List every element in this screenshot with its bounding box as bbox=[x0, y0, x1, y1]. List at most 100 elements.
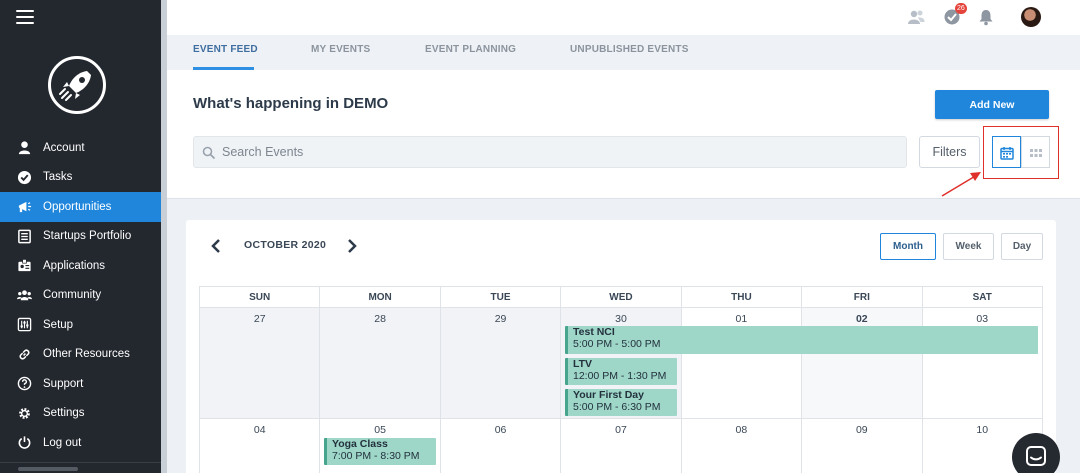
notification-count-badge: 26 bbox=[955, 3, 967, 14]
chat-icon bbox=[1026, 446, 1046, 466]
view-day-button[interactable]: Day bbox=[1001, 233, 1043, 260]
annotation-arrow-icon bbox=[941, 172, 981, 197]
event-title: LTV bbox=[573, 358, 593, 370]
sidebar-item-startups-portfolio[interactable]: Startups Portfolio bbox=[0, 222, 161, 252]
sidebar-nav: Account Tasks Opportunities Startups Por… bbox=[0, 133, 161, 458]
view-month-button[interactable]: Month bbox=[880, 233, 936, 260]
gear-icon bbox=[16, 405, 32, 421]
grid-view-button[interactable] bbox=[1021, 136, 1050, 168]
weekday-label: TUE bbox=[441, 287, 562, 307]
day-number: 27 bbox=[253, 313, 266, 325]
event-time: 5:00 PM - 5:00 PM bbox=[573, 337, 661, 350]
chevron-right-icon[interactable] bbox=[342, 237, 360, 255]
weekday-label: WED bbox=[561, 287, 682, 307]
calendar-day[interactable]: 28 bbox=[320, 308, 441, 418]
calendar-day[interactable]: 07 bbox=[561, 419, 682, 473]
day-number: 01 bbox=[735, 313, 748, 325]
bell-icon[interactable] bbox=[977, 8, 995, 26]
calendar-day[interactable]: 01 bbox=[682, 308, 803, 418]
sidebar-item-settings[interactable]: Settings bbox=[0, 399, 161, 429]
calendar-day[interactable]: 05 bbox=[320, 419, 441, 473]
grid-icon bbox=[1030, 149, 1042, 157]
calendar-event[interactable]: Test NCI 5:00 PM - 5:00 PM bbox=[565, 326, 1038, 354]
calendar-event[interactable]: Yoga Class 7:00 PM - 8:30 PM bbox=[324, 438, 436, 465]
sidebar-item-label: Opportunities bbox=[43, 200, 112, 213]
calendar-week: 04 05 06 07 08 09 10 bbox=[199, 419, 1043, 473]
weekday-label: SUN bbox=[200, 287, 321, 307]
day-number: 07 bbox=[615, 424, 627, 436]
day-number: 05 bbox=[374, 424, 386, 436]
search-input[interactable] bbox=[222, 137, 902, 167]
sidebar-footer bbox=[0, 462, 161, 473]
event-title: Your First Day bbox=[573, 389, 644, 401]
event-tabs: EVENT FEED MY EVENTS EVENT PLANNING UNPU… bbox=[167, 35, 1080, 70]
calendar-month-label: OCTOBER 2020 bbox=[244, 239, 327, 251]
user-icon bbox=[16, 140, 32, 156]
hamburger-menu-icon[interactable] bbox=[16, 10, 34, 24]
calendar-day[interactable]: 29 bbox=[440, 308, 562, 418]
chat-launcher-button[interactable] bbox=[1012, 433, 1060, 473]
sidebar-item-tasks[interactable]: Tasks bbox=[0, 163, 161, 193]
calendar-day-today[interactable]: 02 bbox=[802, 308, 923, 418]
question-icon bbox=[16, 376, 32, 392]
tab-event-feed[interactable]: EVENT FEED bbox=[193, 44, 258, 55]
calendar-day[interactable]: 27 bbox=[200, 308, 321, 418]
tab-event-planning[interactable]: EVENT PLANNING bbox=[425, 44, 517, 55]
top-bar bbox=[167, 0, 1080, 35]
search-box bbox=[193, 136, 907, 168]
sidebar-item-label: Applications bbox=[43, 259, 106, 272]
power-icon bbox=[16, 435, 32, 451]
sidebar-item-support[interactable]: Support bbox=[0, 369, 161, 399]
sidebar-item-label: Other Resources bbox=[43, 348, 130, 361]
filters-button[interactable]: Filters bbox=[919, 136, 980, 168]
calendar-day[interactable]: 09 bbox=[802, 419, 923, 473]
calendar-day[interactable]: 03 bbox=[923, 308, 1042, 418]
sidebar-item-applications[interactable]: Applications bbox=[0, 251, 161, 281]
check-circle-icon bbox=[16, 169, 32, 185]
sidebar-item-label: Startups Portfolio bbox=[43, 230, 132, 243]
sidebar-item-setup[interactable]: Setup bbox=[0, 310, 161, 340]
event-time: 7:00 PM - 8:30 PM bbox=[332, 449, 420, 462]
sidebar-item-log-out[interactable]: Log out bbox=[0, 428, 161, 458]
view-week-button[interactable]: Week bbox=[943, 233, 994, 260]
calendar-view-button[interactable] bbox=[992, 136, 1021, 168]
id-card-icon bbox=[16, 258, 32, 274]
tasks-check-icon[interactable] bbox=[943, 8, 961, 26]
active-tab-indicator bbox=[193, 67, 254, 70]
sidebar-item-opportunities[interactable]: Opportunities bbox=[0, 192, 161, 222]
weekday-label: MON bbox=[320, 287, 441, 307]
rocket-logo bbox=[48, 56, 106, 114]
sidebar-item-label: Settings bbox=[43, 407, 85, 420]
tab-unpublished-events[interactable]: UNPUBLISHED EVENTS bbox=[570, 44, 689, 55]
sidebar-item-label: Community bbox=[43, 289, 102, 302]
sidebar-item-other-resources[interactable]: Other Resources bbox=[0, 340, 161, 370]
weekday-label: THU bbox=[682, 287, 803, 307]
calendar-day[interactable]: 04 bbox=[200, 419, 321, 473]
chevron-left-icon[interactable] bbox=[208, 237, 226, 255]
link-icon bbox=[16, 346, 32, 362]
sidebar-item-label: Account bbox=[43, 141, 85, 154]
weekday-header: SUN MON TUE WED THU FRI SAT bbox=[199, 286, 1043, 308]
day-number: 28 bbox=[374, 313, 386, 325]
sidebar-item-community[interactable]: Community bbox=[0, 281, 161, 311]
weekday-label: SAT bbox=[972, 292, 992, 303]
calendar-event[interactable]: Your First Day 5:00 PM - 6:30 PM bbox=[565, 389, 677, 416]
calendar-day[interactable]: 08 bbox=[682, 419, 803, 473]
event-title: Yoga Class bbox=[332, 438, 388, 450]
contacts-icon[interactable] bbox=[907, 8, 925, 26]
event-time: 12:00 PM - 1:30 PM bbox=[573, 369, 667, 382]
calendar-day[interactable]: 10 bbox=[923, 419, 1042, 473]
search-icon bbox=[202, 146, 216, 160]
sidebar-item-account[interactable]: Account bbox=[0, 133, 161, 163]
weekday-label: FRI bbox=[802, 287, 923, 307]
day-number: 03 bbox=[976, 313, 989, 325]
calendar-day[interactable]: 06 bbox=[441, 419, 562, 473]
sidebar: Account Tasks Opportunities Startups Por… bbox=[0, 0, 161, 473]
user-avatar[interactable] bbox=[1021, 7, 1041, 27]
day-number: 06 bbox=[494, 424, 507, 436]
tab-my-events[interactable]: MY EVENTS bbox=[311, 44, 371, 55]
calendar-event[interactable]: LTV 12:00 PM - 1:30 PM bbox=[565, 358, 677, 385]
sidebar-item-label: Setup bbox=[43, 318, 74, 331]
add-new-button[interactable]: Add New bbox=[935, 90, 1049, 119]
day-number: 09 bbox=[855, 424, 868, 436]
